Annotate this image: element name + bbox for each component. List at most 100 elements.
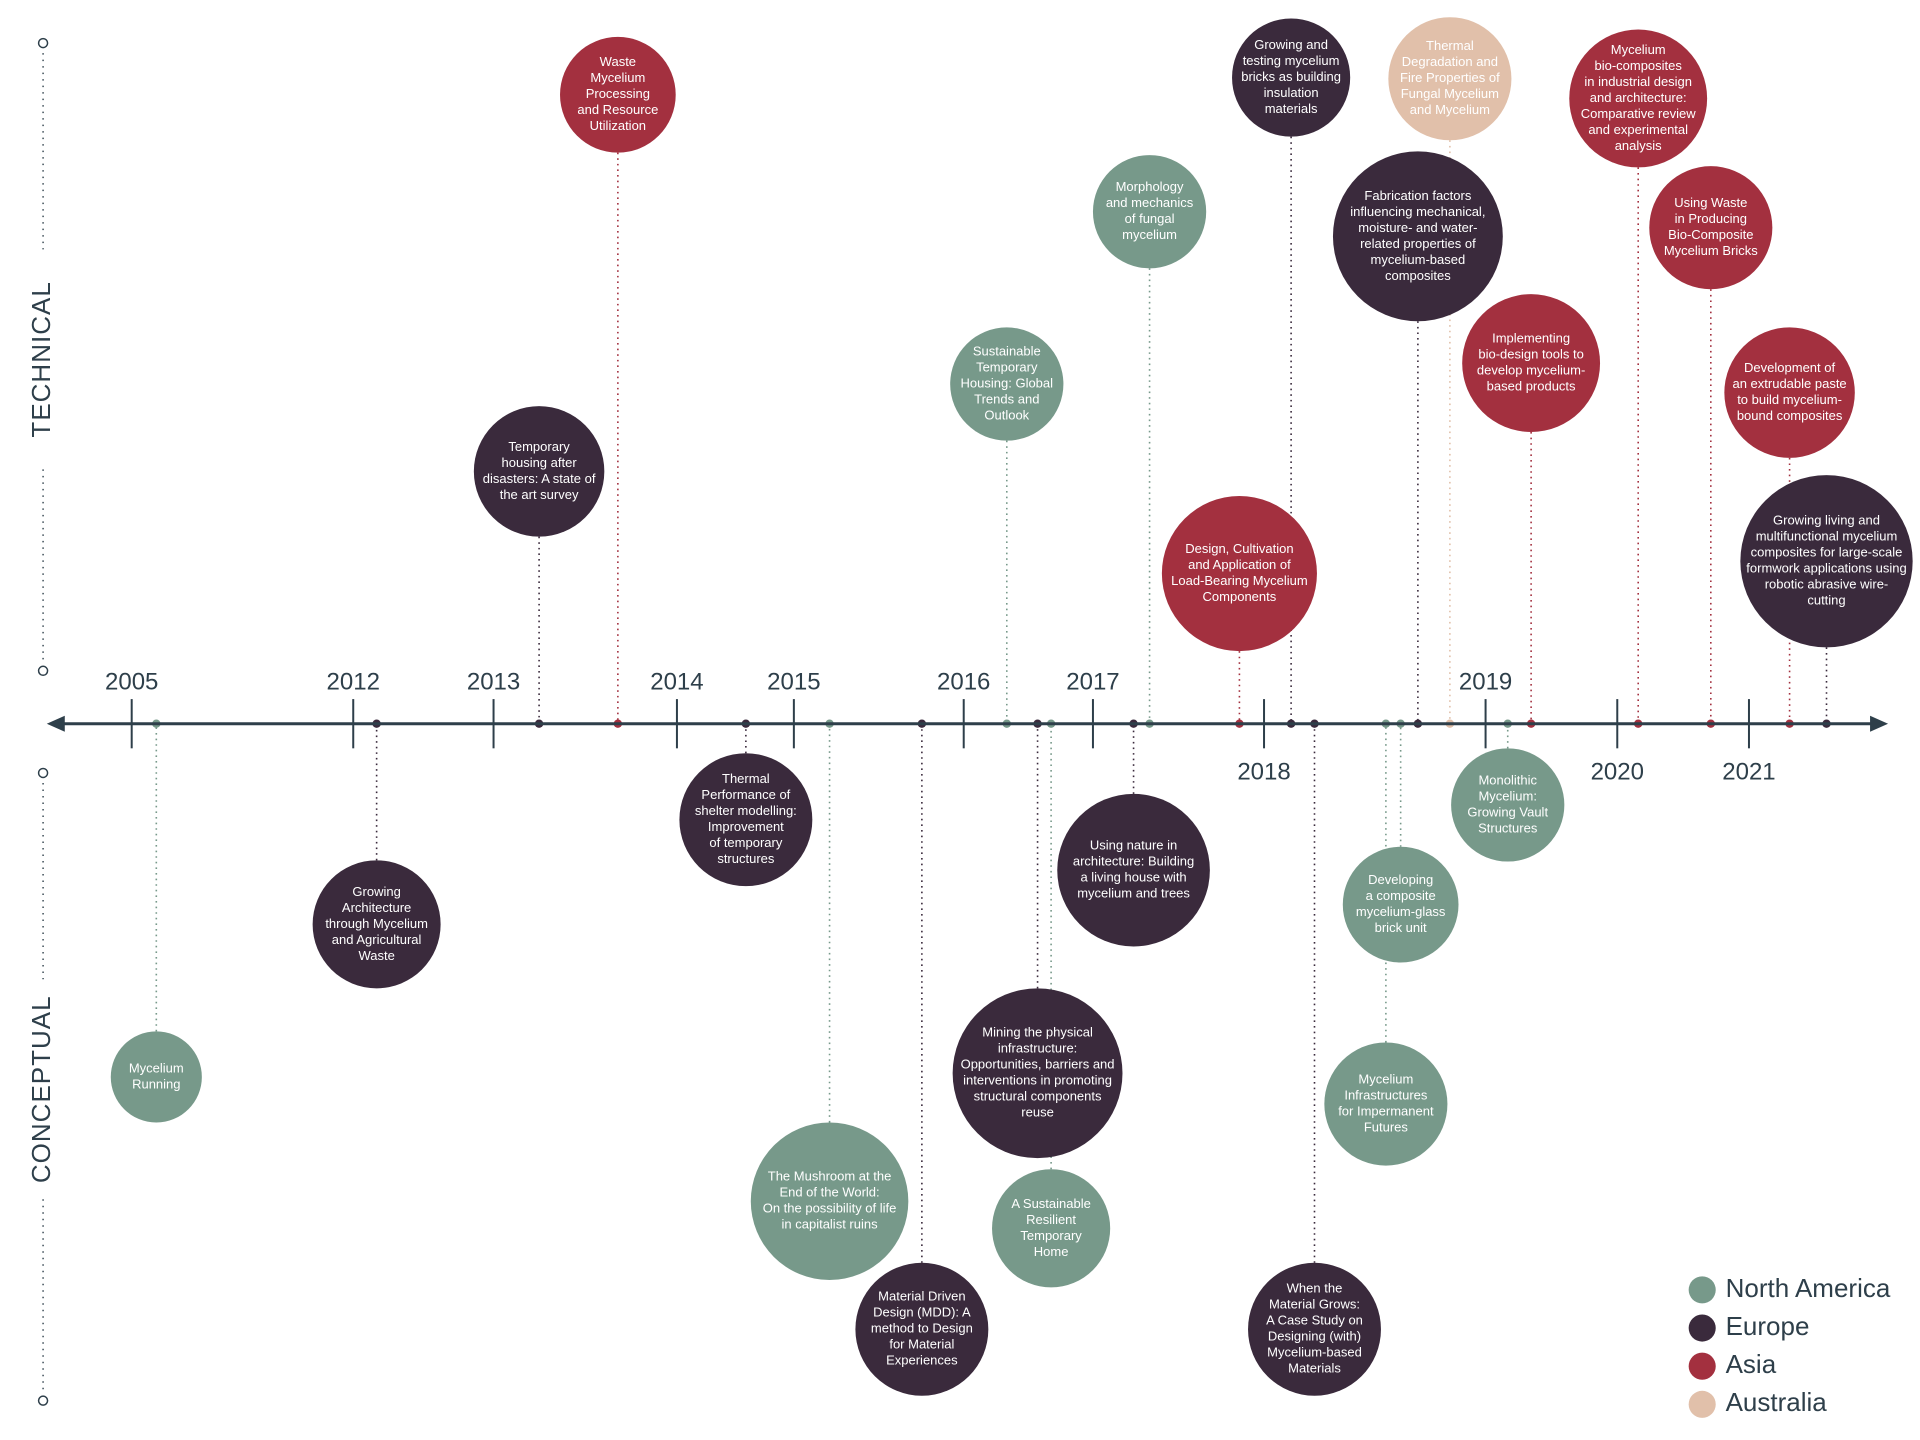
pub-mining-physical-infrastructure-title-line: Opportunities, barriers and <box>961 1057 1115 1072</box>
pub-sustainable-resilient-home-title-line: A Sustainable <box>1011 1196 1091 1211</box>
pub-sustainable-temporary-housing-title-line: Trends and <box>974 391 1039 406</box>
pub-mycelium-running-bubble <box>110 1031 202 1123</box>
pub-thermal-performance-shelter-title-line: Improvement <box>708 819 784 834</box>
pub-living-multifunctional-title-line: cutting <box>1807 593 1845 608</box>
pub-thermal-degradation-title-line: and Mycelium <box>1410 102 1490 117</box>
pub-fabrication-factors-title-line: influencing mechanical, <box>1350 204 1485 219</box>
pub-fabrication-factors-bubble <box>1332 151 1503 322</box>
pub-infrastructures-impermanent-bubble <box>1324 1042 1448 1166</box>
pub-extrudable-paste-title-line: to build mycelium- <box>1737 392 1842 407</box>
arrow-right-icon <box>1870 715 1889 732</box>
year-label-2019: 2019 <box>1459 668 1512 695</box>
pub-thermal-performance-shelter-title-line: structures <box>717 851 775 866</box>
pub-monolithic-mycelium-title-line: Growing Vault <box>1467 804 1548 819</box>
pub-when-material-grows-title-line: Mycelium-based <box>1267 1345 1362 1360</box>
pub-bio-composites-industrial-title-line: and experimental <box>1588 122 1688 137</box>
pub-bio-composites-industrial-title-line: analysis <box>1615 138 1662 153</box>
pub-mining-physical-infrastructure-bubble <box>952 988 1123 1159</box>
year-label-2013: 2013 <box>467 668 520 695</box>
pub-bio-design-tools-title-line: bio-design tools to <box>1478 347 1584 362</box>
year-label-2005: 2005 <box>105 668 158 695</box>
pub-mushroom-end-of-world-bubble <box>750 1122 909 1281</box>
legend-label: Europe <box>1726 1311 1810 1341</box>
pub-when-material-grows-title-line: Designing (with) <box>1268 1329 1361 1344</box>
pub-material-driven-design-title-line: method to Design <box>871 1321 973 1336</box>
arrow-left-icon <box>46 715 65 732</box>
pub-living-multifunctional-title-line: formwork applications using <box>1746 561 1906 576</box>
pub-mining-physical-infrastructure-title-line: infrastructure: <box>998 1041 1077 1056</box>
pub-waste-bricks-title-line: Mycelium Bricks <box>1664 243 1758 258</box>
pub-bio-design-tools-title-line: based products <box>1487 379 1576 394</box>
year-label-2012: 2012 <box>327 668 380 695</box>
pub-fabrication-factors-title-line: moisture- and water- <box>1358 220 1477 235</box>
pub-extrudable-paste-title-line: bound composites <box>1737 408 1843 423</box>
pub-when-material-grows-title-line: A Case Study on <box>1266 1313 1363 1328</box>
pub-material-driven-design-title-line: Material Driven <box>878 1289 965 1304</box>
pub-waste-mycelium-processing-title-line: Mycelium <box>590 70 645 85</box>
pub-waste-bricks-title-line: in Producing <box>1675 211 1747 226</box>
pub-living-multifunctional-title-line: composites for large-scale <box>1751 545 1903 560</box>
pub-thermal-performance-shelter-title-line: shelter modelling: <box>695 803 797 818</box>
pub-growing-architecture-title-line: Waste <box>358 948 394 963</box>
pub-mushroom-end-of-world-title-line: On the possibility of life <box>763 1201 897 1216</box>
pub-waste-mycelium-processing-title-line: Processing <box>586 86 650 101</box>
pub-mushroom-end-of-world-title-line: The Mushroom at the <box>768 1169 892 1184</box>
pub-thermal-performance-shelter-title-line: Performance of <box>701 787 790 802</box>
pub-thermal-degradation-title-line: Fungal Mycelium <box>1401 86 1499 101</box>
pub-bio-composites-industrial-title-line: Mycelium <box>1611 42 1666 57</box>
legend-swatch-icon <box>1688 1276 1716 1304</box>
pub-mining-physical-infrastructure-title-line: Mining the physical <box>982 1025 1093 1040</box>
pub-temporary-housing-disasters-title-line: housing after <box>502 455 578 470</box>
pub-waste-mycelium-processing-title-line: and Resource <box>577 102 658 117</box>
pub-bio-composites-industrial-title-line: Comparative review <box>1581 106 1696 121</box>
pub-thermal-degradation-title-line: Fire Properties of <box>1400 70 1500 85</box>
pub-bio-composites-industrial-bubble <box>1569 29 1708 168</box>
pub-growing-architecture-title-line: Architecture <box>342 900 411 915</box>
pub-using-nature-architecture-title-line: architecture: Building <box>1073 854 1194 869</box>
pub-growing-testing-bricks-title-line: testing mycelium <box>1243 53 1340 68</box>
pub-when-material-grows-title-line: Materials <box>1288 1361 1341 1376</box>
pub-thermal-degradation-title-line: Thermal <box>1426 38 1474 53</box>
year-label-2016: 2016 <box>937 668 990 695</box>
pub-extrudable-paste-title-line: an extrudable paste <box>1732 376 1846 391</box>
legend-swatch-icon <box>1688 1390 1716 1418</box>
pub-mycelium-glass-brick-title-line: Developing <box>1368 872 1433 887</box>
pub-when-material-grows-title-line: Material Grows: <box>1269 1297 1360 1312</box>
pub-morphology-mechanics-title-line: mycelium <box>1122 227 1177 242</box>
guide-end-icon <box>37 767 49 779</box>
pub-using-nature-architecture-title-line: Using nature in <box>1090 838 1177 853</box>
pub-thermal-performance-shelter-title-line: of temporary <box>709 835 782 850</box>
pub-sustainable-temporary-housing-title-line: Housing: Global <box>961 375 1054 390</box>
pub-waste-bricks-bubble <box>1649 166 1773 290</box>
pub-using-nature-architecture-title-line: a living house with <box>1080 870 1186 885</box>
pub-sustainable-resilient-home-title-line: Temporary <box>1020 1228 1082 1243</box>
pub-design-cultivation-title-line: Load-Bearing Mycelium <box>1171 573 1308 588</box>
pub-living-multifunctional-title-line: multifunctional mycelium <box>1756 529 1898 544</box>
pub-living-multifunctional-title-line: robotic abrasive wire- <box>1765 577 1889 592</box>
conceptual-label: CONCEPTUAL <box>26 995 56 1183</box>
pub-temporary-housing-disasters-title-line: Temporary <box>508 439 570 454</box>
pub-thermal-performance-shelter-title-line: Thermal <box>722 771 770 786</box>
pub-fabrication-factors-title-line: composites <box>1385 268 1451 283</box>
pub-sustainable-temporary-housing-bubble <box>950 327 1064 441</box>
pub-fabrication-factors-title-line: Fabrication factors <box>1364 188 1471 203</box>
pub-mycelium-glass-brick-title-line: a composite <box>1366 888 1436 903</box>
pub-growing-testing-bricks-title-line: materials <box>1265 101 1318 116</box>
pub-material-driven-design-title-line: Experiences <box>886 1353 958 1368</box>
year-label-2014: 2014 <box>650 668 703 695</box>
legend-label: North America <box>1726 1273 1891 1303</box>
pub-waste-mycelium-processing-title-line: Waste <box>600 54 636 69</box>
pub-sustainable-resilient-home-bubble <box>992 1169 1111 1288</box>
legend-swatch-icon <box>1688 1314 1716 1342</box>
pub-sustainable-resilient-home-title-line: Resilient <box>1026 1212 1076 1227</box>
pub-monolithic-mycelium-title-line: Mycelium: <box>1478 788 1537 803</box>
pub-thermal-degradation-bubble <box>1388 17 1512 141</box>
pub-temporary-housing-disasters-title-line: the art survey <box>500 487 579 502</box>
pub-monolithic-mycelium-bubble <box>1451 748 1565 862</box>
pub-design-cultivation-bubble <box>1161 496 1317 652</box>
pub-mushroom-end-of-world-title-line: End of the World: <box>779 1185 879 1200</box>
pub-growing-architecture-title-line: Growing <box>352 884 400 899</box>
pub-infrastructures-impermanent-title-line: Infrastructures <box>1344 1087 1428 1102</box>
pub-bio-design-tools-title-line: develop mycelium- <box>1477 363 1585 378</box>
